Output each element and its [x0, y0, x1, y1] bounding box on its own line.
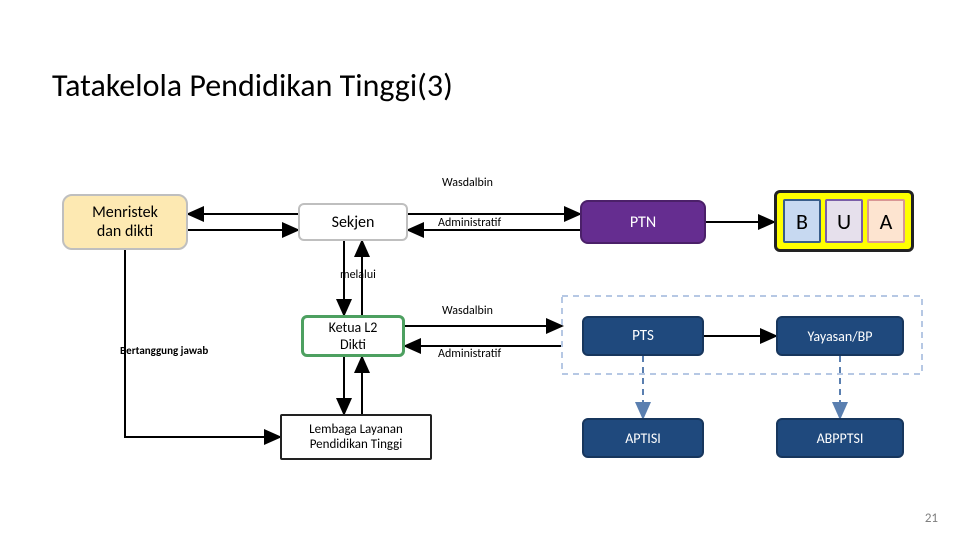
node-bua-a: A: [867, 199, 905, 243]
node-sekjen: Sekjen: [298, 203, 408, 241]
node-bua-u-label: U: [837, 208, 851, 235]
node-ketua: Ketua L2Dikti: [301, 315, 405, 357]
node-ptn: PTN: [580, 200, 706, 244]
node-pts: PTS: [582, 316, 704, 356]
node-bua-b: B: [783, 199, 821, 243]
label-administratif-mid: Administratif: [438, 347, 501, 361]
label-administratif-top: Administratif: [438, 216, 501, 230]
node-abpptsi-label: ABPPTSI: [817, 430, 864, 447]
node-lembaga: Lembaga LayananPendidikan Tinggi: [280, 414, 432, 460]
node-aptisi: APTISI: [582, 418, 704, 458]
node-ketua-label: Ketua L2Dikti: [329, 319, 378, 353]
node-yayasan-label: Yayasan/BP: [808, 328, 873, 345]
node-sekjen-label: Sekjen: [332, 213, 375, 232]
node-bua-u: U: [825, 199, 863, 243]
slide-number: 21: [925, 511, 938, 526]
node-menristek-label: Menristekdan dikti: [92, 203, 158, 241]
node-pts-label: PTS: [632, 327, 654, 345]
node-lembaga-label: Lembaga LayananPendidikan Tinggi: [309, 422, 403, 452]
label-melalui: melalui: [340, 268, 376, 282]
slide-stage: Tatakelola Pendidikan Tinggi(3) Menriste…: [0, 0, 960, 540]
node-abpptsi: ABPPTSI: [776, 418, 904, 458]
node-aptisi-label: APTISI: [625, 430, 661, 447]
label-wasdalbin-mid: Wasdalbin: [442, 304, 493, 318]
node-yayasan: Yayasan/BP: [776, 316, 904, 356]
label-bertanggung: Bertanggung jawab: [120, 344, 208, 357]
page-title: Tatakelola Pendidikan Tinggi(3): [52, 66, 453, 105]
node-bua-a-label: A: [880, 208, 893, 235]
node-bua-b-label: B: [796, 208, 808, 235]
node-menristek: Menristekdan dikti: [62, 194, 188, 250]
node-ptn-label: PTN: [630, 213, 656, 232]
label-wasdalbin-top: Wasdalbin: [442, 176, 493, 190]
